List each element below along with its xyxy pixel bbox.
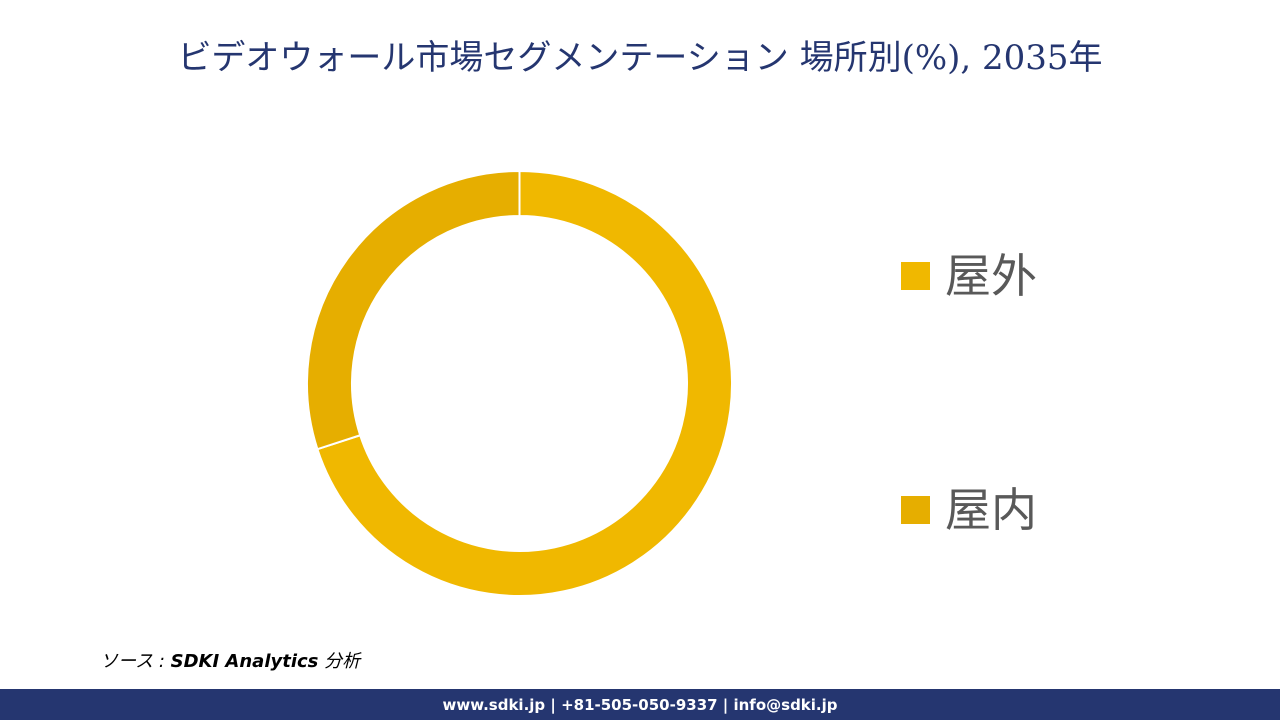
donut-slice-indoor	[306, 169, 521, 451]
legend-swatch-indoor	[901, 496, 930, 524]
legend-label-indoor: 屋内	[945, 483, 1037, 537]
source-suffix: 分析	[318, 651, 361, 672]
source-note: ソース : SDKI Analytics 分析	[100, 647, 360, 673]
legend-swatch-outdoor	[901, 262, 930, 290]
footer-bar: www.sdki.jp | +81-505-050-9337 | info@sd…	[0, 689, 1280, 720]
legend-item-outdoor: 屋外	[901, 253, 1037, 299]
source-prefix: ソース :	[100, 651, 171, 672]
chart-title: ビデオウォール市場セグメンテーション 場所別(%), 2035年	[177, 38, 1103, 78]
source-brand: SDKI Analytics	[170, 651, 319, 672]
donut-slices	[306, 169, 733, 597]
legend-label-outdoor: 屋外	[945, 249, 1037, 303]
legend-item-indoor: 屋内	[901, 487, 1037, 533]
footer-contact: www.sdki.jp | +81-505-050-9337 | info@sd…	[442, 695, 838, 714]
donut-slice-outdoor	[316, 169, 733, 597]
